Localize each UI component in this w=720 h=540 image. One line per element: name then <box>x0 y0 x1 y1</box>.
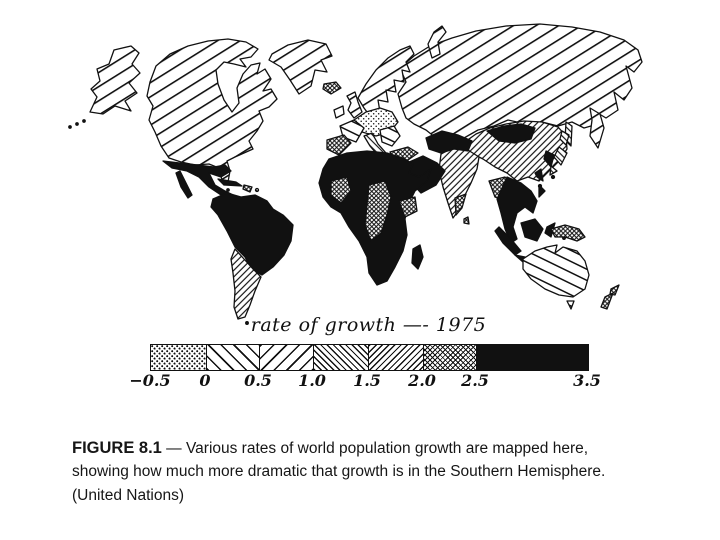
region-south-america-tropical <box>210 192 294 276</box>
region-ussr <box>397 23 643 143</box>
tick-label: 1.0 <box>298 371 326 390</box>
legend-segment-slash-wide <box>259 345 313 370</box>
region-southern-cone <box>230 248 262 320</box>
aleutian-islands <box>75 122 79 126</box>
region-iceland <box>322 81 342 95</box>
caption-line-3: (United Nations) <box>72 486 184 504</box>
tick-label: 2.5 <box>461 371 489 390</box>
region-greenland <box>268 39 333 95</box>
region-celebes <box>544 222 556 238</box>
region-north-america <box>146 38 278 183</box>
region-falklands <box>245 321 249 325</box>
region-new-zealand <box>600 284 620 310</box>
region-kamchatka <box>589 107 605 149</box>
legend-segment-backslash-wide <box>206 345 259 370</box>
aleutian-islands <box>68 125 72 129</box>
legend-segment-stipple <box>151 345 206 370</box>
region-cuba <box>217 178 243 187</box>
region-australia <box>522 244 590 298</box>
legend-segment-crosshatch <box>423 345 476 370</box>
region-hispaniola <box>242 184 253 193</box>
region-ireland <box>333 105 345 119</box>
caption-line-2: showing how much more dramatic that grow… <box>72 463 606 480</box>
tick-label: 2.0 <box>408 371 436 390</box>
region-mongolia <box>486 123 536 144</box>
region-philippines <box>534 168 546 198</box>
tick-label: −0.5 <box>129 371 171 390</box>
region-borneo <box>520 218 544 242</box>
region-middle-east <box>425 130 473 154</box>
region-balkans <box>379 125 401 147</box>
region-jamaica <box>226 188 230 192</box>
region-alaska <box>89 45 141 115</box>
region-japan <box>549 130 570 176</box>
caption-line-1-text: — Various rates of world population grow… <box>161 439 589 457</box>
region-iberia <box>326 134 352 156</box>
region-britain <box>346 91 363 119</box>
region-tasmania <box>566 300 575 310</box>
legend-scale-bar <box>150 344 589 371</box>
region-west-africa-patch <box>330 176 352 204</box>
region-puerto-rico <box>254 187 260 193</box>
region-baja-california <box>175 170 193 199</box>
figure-label: FIGURE 8.1 <box>72 438 162 457</box>
region-madagascar <box>411 244 424 270</box>
region-indochina <box>496 176 538 244</box>
world-map <box>68 23 643 325</box>
figure-caption: FIGURE 8.1 — Various rates of world popu… <box>72 437 672 508</box>
legend-segment-slash-dense <box>368 345 423 370</box>
tick-label: 1.5 <box>353 371 381 390</box>
caption-line-1: FIGURE 8.1 — Various rates of world popu… <box>72 437 672 461</box>
legend-title: rate of growth —- 1975 <box>250 314 487 336</box>
tick-label: 3.5 <box>573 371 601 390</box>
region-taiwan <box>550 174 556 180</box>
tick-label: 0 <box>199 371 211 390</box>
region-new-guinea <box>550 224 586 242</box>
region-south-india <box>454 193 467 216</box>
legend-segment-solid-black <box>476 345 588 370</box>
map-regions <box>68 23 643 325</box>
region-novaya-zemlya <box>427 25 447 59</box>
legend-tick-labels: −0.5 0 0.5 1.0 1.5 2.0 2.5 3.5 <box>129 371 601 391</box>
tick-label: 0.5 <box>244 371 272 390</box>
legend-segment-backslash-dense <box>313 345 368 370</box>
region-east-africa-patch <box>398 196 418 218</box>
region-sri-lanka <box>463 216 470 225</box>
region-central-africa-patch <box>364 180 392 242</box>
aleutian-islands <box>82 119 86 123</box>
